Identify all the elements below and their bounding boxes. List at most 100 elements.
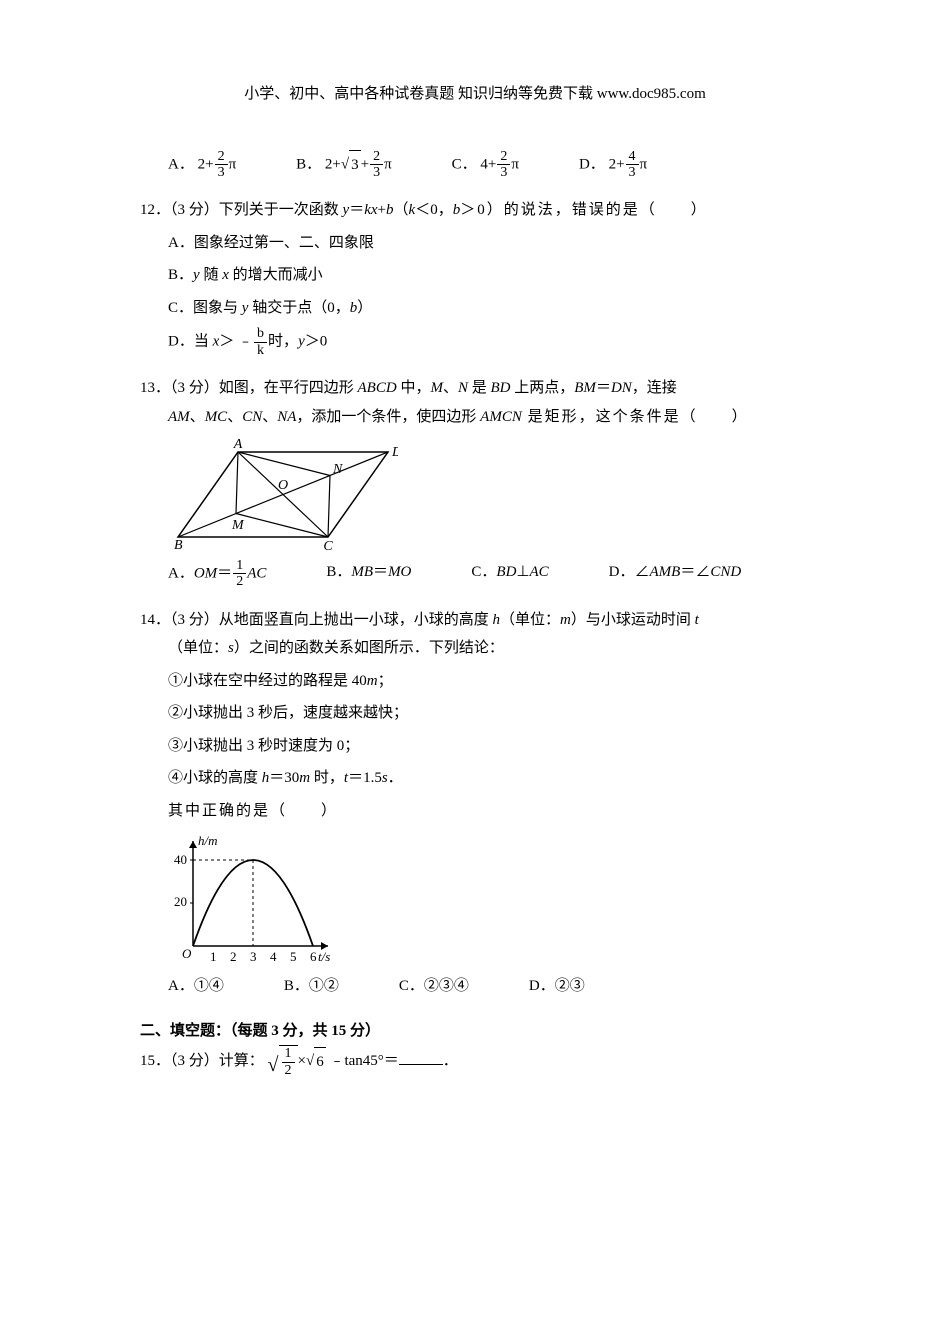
m: m <box>299 770 310 786</box>
sqrt-val: 3 <box>349 150 361 180</box>
mc: MC <box>205 409 228 425</box>
t: ； <box>378 673 393 689</box>
m: m <box>367 673 378 689</box>
na: NA <box>277 409 296 425</box>
t: B． <box>168 267 193 283</box>
q14-concl: 其中正确的是（ ） <box>168 797 810 826</box>
t: （ <box>394 202 409 218</box>
q14-i3: ③小球抛出 3 秒时速度为 0； <box>168 732 810 761</box>
num: 2 <box>370 149 383 165</box>
radical: √ <box>341 156 349 172</box>
frac: 23 <box>497 149 510 181</box>
t: 是矩形，这个条件是（ ） <box>522 409 749 425</box>
svg-text:O: O <box>182 946 192 961</box>
m: m <box>560 612 571 628</box>
q15: 15．（3 分）计算： √12×√6 ﹣tan45°＝． <box>140 1045 810 1084</box>
prefix: 2+ <box>325 156 341 172</box>
den: 3 <box>497 165 510 180</box>
radical: √ <box>268 1054 279 1076</box>
t: 、 <box>227 409 242 425</box>
y: y <box>298 334 305 350</box>
frac: 43 <box>626 149 639 181</box>
q12-stem: 12．（3 分）下列关于一次函数 y＝kx+b（k＜0，b＞0）的说法，错误的是… <box>140 196 810 225</box>
label: C． <box>452 156 477 172</box>
q11-opt-d: D． 2+43π <box>579 149 647 181</box>
t: 、 <box>190 409 205 425</box>
section-2-title: 二、填空题：（每题 3 分，共 15 分） <box>140 1017 810 1046</box>
q12-c: C．图象与 y 轴交于点（0，b） <box>168 294 810 323</box>
t: ＞0 <box>305 334 328 350</box>
svg-text:1: 1 <box>210 949 217 964</box>
ac: AC <box>529 564 548 580</box>
q13-stem-line2: AM、MC、CN、NA，添加一个条件，使四边形 AMCN 是矩形，这个条件是（ … <box>168 403 810 432</box>
svg-text:20: 20 <box>174 894 187 909</box>
t: ）与小球运动时间 <box>571 612 695 628</box>
eq: ＝ <box>373 564 388 580</box>
q11-opt-c: C． 4+23π <box>452 149 519 181</box>
den: k <box>254 343 267 358</box>
b: b <box>386 202 394 218</box>
m: M <box>430 380 443 396</box>
q14-graph: 40 20 1 2 3 4 5 6 O h/m t/s <box>168 831 810 966</box>
t: ④小球的高度 <box>168 770 262 786</box>
t: ，添加一个条件，使四边形 <box>296 409 480 425</box>
q12-d: D．当 x＞ ﹣bk时，y＞0 <box>168 326 810 358</box>
q12-a: A．图象经过第一、二、四象限 <box>168 229 810 258</box>
q13-figure: A B C D M N O <box>168 437 810 552</box>
label: B． <box>296 156 321 172</box>
t: 时， <box>310 770 344 786</box>
t: ）之间的函数关系如图所示．下列结论： <box>234 640 504 656</box>
bd: BD <box>496 564 516 580</box>
q11-opt-a: A． 2+23π <box>168 149 236 181</box>
q11-options: A． 2+23π B． 2+√3+23π C． 4+23π D． 2+43π <box>140 149 810 181</box>
t: 、 <box>262 409 277 425</box>
svg-text:C: C <box>323 539 333 552</box>
cnd: CND <box>710 564 741 580</box>
t: ＝1.5 <box>348 770 382 786</box>
q14-stem: 14．（3 分）从地面竖直向上抛出一小球，小球的高度 h（单位：m）与小球运动时… <box>140 606 810 635</box>
svg-text:h/m: h/m <box>198 833 218 848</box>
q13-opt-c: C．BD⊥AC <box>471 558 548 590</box>
q14-opt-a: A．①④ <box>168 972 224 1001</box>
svg-text:B: B <box>174 538 183 552</box>
tan: tan45°＝ <box>344 1053 398 1069</box>
t: D．当 <box>168 334 213 350</box>
eq: ＝ <box>596 380 611 396</box>
label: D． <box>579 156 605 172</box>
label: A． <box>168 156 194 172</box>
t: 12．（3 分）下列关于一次函数 <box>140 202 343 218</box>
sqrt-frac: 12 <box>279 1045 298 1078</box>
q13-opt-a: A．OM＝12AC <box>168 558 266 590</box>
t: 时， <box>268 334 298 350</box>
q14-opt-d: D．②③ <box>529 972 585 1001</box>
t: ，连接 <box>632 380 677 396</box>
t: 是 <box>468 380 491 396</box>
eq: ＝ <box>349 202 364 218</box>
num: b <box>254 326 267 342</box>
svg-text:5: 5 <box>290 949 297 964</box>
svg-text:40: 40 <box>174 852 187 867</box>
tt: t <box>695 612 699 628</box>
svg-text:t/s: t/s <box>318 949 330 964</box>
t: （单位： <box>500 612 560 628</box>
num: 2 <box>215 149 228 165</box>
svg-text:4: 4 <box>270 949 277 964</box>
prefix: 2+ <box>609 156 625 172</box>
mo: MO <box>388 564 411 580</box>
num: 1 <box>282 1046 295 1062</box>
svg-text:O: O <box>278 478 288 493</box>
suffix: π <box>640 156 648 172</box>
cn: CN <box>242 409 262 425</box>
den: 3 <box>626 165 639 180</box>
t: C．图象与 <box>168 300 242 316</box>
svg-text:N: N <box>332 462 343 477</box>
minus: ﹣ <box>329 1053 344 1069</box>
t: 13．（3 分）如图，在平行四边形 <box>140 380 358 396</box>
svg-text:6: 6 <box>310 949 317 964</box>
svg-text:3: 3 <box>250 949 257 964</box>
gt: ＞ <box>219 334 234 350</box>
q14-stem-line2: （单位：s）之间的函数关系如图所示．下列结论： <box>168 634 810 663</box>
t: 轴交于点（0， <box>248 300 349 316</box>
bd: BD <box>491 380 511 396</box>
x: x <box>222 267 229 283</box>
